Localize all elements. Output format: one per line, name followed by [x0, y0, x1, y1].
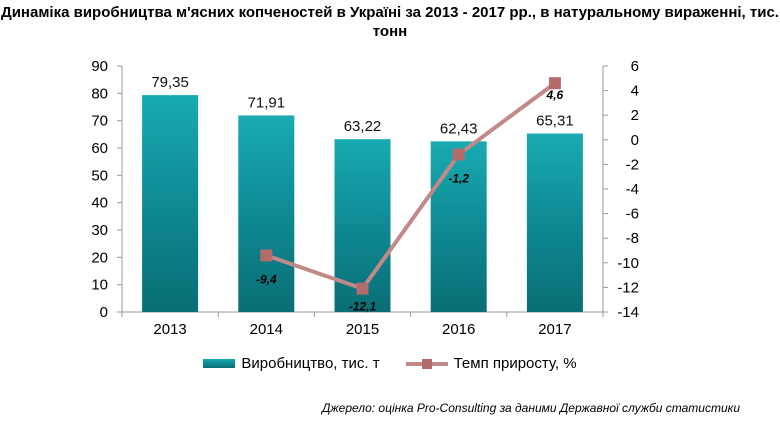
y-right-tick-label: 0 [631, 132, 639, 149]
y-left-tick-label: 30 [91, 222, 108, 239]
y-left-tick-labels: 0 10 20 30 40 50 60 70 80 90 [91, 58, 108, 321]
legend-line-swatch [405, 358, 448, 370]
rate-line-series [260, 77, 561, 295]
legend-label-growth: Темп приросту, % [453, 355, 577, 372]
y-right-tick-label: -4 [626, 181, 639, 198]
rate-marker [452, 148, 465, 161]
rate-line [265, 81, 557, 291]
legend: Виробництво, тис. т Темп приросту, % [0, 355, 780, 372]
x-tick-label: 2015 [346, 321, 379, 338]
y-left-tick-label: 50 [91, 167, 108, 184]
x-tick-label: 2017 [538, 321, 571, 338]
bar-value-label: 63,22 [344, 118, 382, 135]
x-tick-label: 2013 [153, 321, 186, 338]
rate-marker [356, 282, 369, 295]
y-right-tick-label: 2 [631, 107, 639, 124]
rate-value-label: -9,4 [256, 272, 277, 286]
y-right-tick-label: 6 [631, 58, 639, 75]
y-right-tick-label: -14 [617, 304, 639, 321]
y-left-tick-label: 20 [91, 249, 108, 266]
bar [526, 133, 583, 312]
y-right-tick-labels: -14 -12 -10 -8 -6 -4 -2 0 2 4 6 [617, 58, 639, 321]
bar-value-label: 62,43 [440, 120, 478, 137]
y-left-tick-label: 80 [91, 85, 108, 102]
y-right-tick-label: -2 [626, 156, 639, 173]
bar [430, 141, 487, 312]
legend-item-growth: Темп приросту, % [405, 355, 577, 372]
y-left-tick-label: 90 [91, 58, 108, 75]
x-tick-label: 2014 [250, 321, 283, 338]
y-right-tick-label: -12 [617, 279, 639, 296]
rate-value-label: 4,6 [546, 88, 564, 102]
rate-data-labels: -9,4 -12,1 -1,2 4,6 [256, 88, 564, 313]
chart-title: Динаміка виробництва м'ясних копченостей… [1, 4, 779, 40]
bar-value-label: 65,31 [536, 112, 574, 129]
y-right-tick-label: -6 [626, 206, 639, 223]
y-left-tick-label: 70 [91, 113, 108, 130]
y-left-tick-label: 40 [91, 195, 108, 212]
source-note: Джерело: оцінка Pro-Consulting за даними… [321, 401, 740, 415]
y-right-tick-label: 4 [631, 83, 639, 100]
rate-value-label: -1,2 [448, 172, 469, 186]
x-tick-labels: 2013 2014 2015 2016 2017 [153, 321, 571, 338]
legend-item-production: Виробництво, тис. т [203, 355, 380, 372]
bar [238, 115, 295, 312]
y-left-tick-label: 0 [100, 304, 108, 321]
y-left-tick-label: 60 [91, 140, 108, 157]
x-tick-label: 2016 [442, 321, 475, 338]
y-right-tick-label: -10 [617, 255, 639, 272]
rate-value-label: -12,1 [349, 300, 377, 314]
bar-value-label: 71,91 [248, 94, 286, 111]
rate-marker [548, 77, 561, 90]
legend-bar-swatch [203, 359, 236, 368]
bar-value-label: 79,35 [151, 74, 189, 91]
legend-label-production: Виробництво, тис. т [241, 355, 380, 372]
y-left-tick-label: 10 [91, 277, 108, 294]
bar-data-labels: 79,35 71,91 63,22 62,43 65,31 [151, 74, 573, 137]
rate-marker [260, 249, 273, 262]
bar [142, 95, 199, 312]
y-right-tick-label: -8 [626, 230, 639, 247]
